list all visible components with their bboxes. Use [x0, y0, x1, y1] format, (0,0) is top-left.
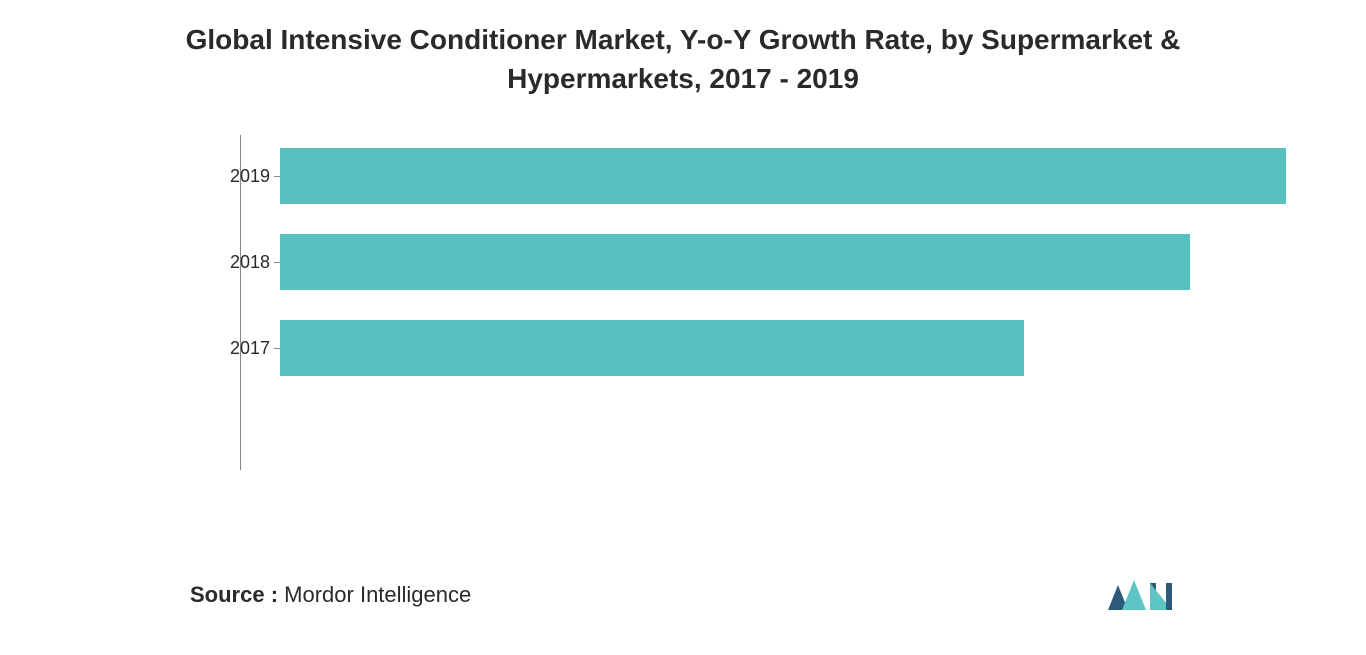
- chart-plot-area: 2019 2018 2017: [40, 148, 1326, 575]
- bar-label: 2019: [220, 166, 270, 187]
- bar-2018: [280, 234, 1190, 290]
- bar-2019: [280, 148, 1286, 204]
- source-label: Source :: [190, 582, 278, 607]
- mordor-logo-icon: [1106, 575, 1176, 615]
- axis-tick: [274, 262, 280, 263]
- bar-2017: [280, 320, 1024, 376]
- chart-footer: Source : Mordor Intelligence: [40, 575, 1326, 615]
- axis-tick: [274, 176, 280, 177]
- bar-row-2018: 2018: [280, 234, 1286, 290]
- bar-label: 2018: [220, 252, 270, 273]
- source-value: Mordor Intelligence: [284, 582, 471, 607]
- bar-label: 2017: [220, 338, 270, 359]
- chart-container: Global Intensive Conditioner Market, Y-o…: [0, 0, 1366, 655]
- chart-title: Global Intensive Conditioner Market, Y-o…: [40, 20, 1326, 98]
- bar-row-2017: 2017: [280, 320, 1286, 376]
- source-attribution: Source : Mordor Intelligence: [190, 582, 471, 608]
- bar-row-2019: 2019: [280, 148, 1286, 204]
- axis-tick: [274, 348, 280, 349]
